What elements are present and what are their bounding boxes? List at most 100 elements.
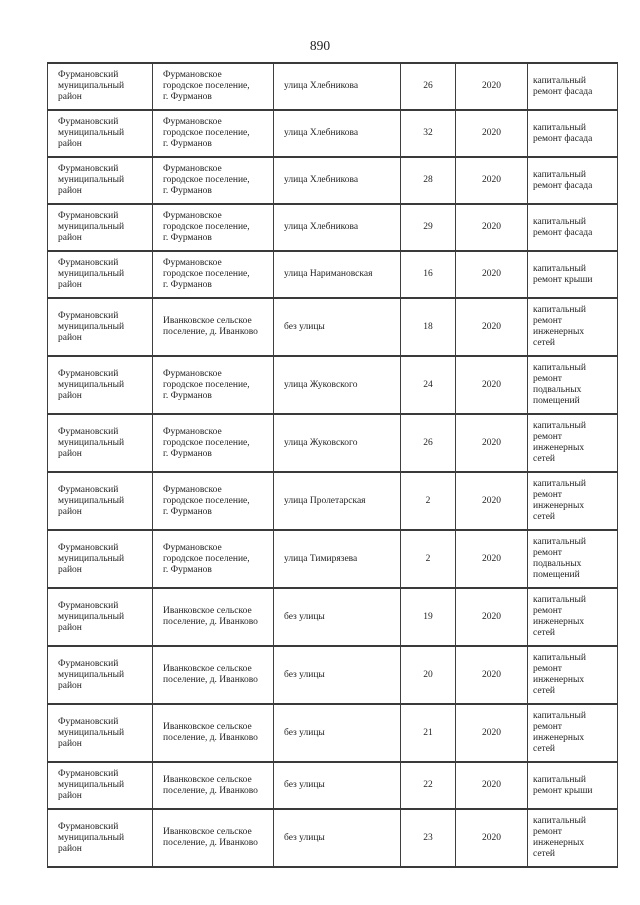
cell-house: 24 — [400, 355, 456, 415]
table-row: Фурмановский муниципальный район Фурманов… — [47, 471, 618, 531]
cell-year: 2020 — [455, 703, 528, 763]
table-row: Фурмановский муниципальный район Иванковс… — [47, 645, 618, 705]
cell-year: 2020 — [455, 297, 528, 357]
cell-street: улица Пролетарская — [273, 471, 401, 531]
table-row: Фурмановский муниципальный район Иванковс… — [47, 587, 618, 647]
cell-street: улица Тимирязева — [273, 529, 401, 589]
cell-street: без улицы — [273, 808, 401, 868]
cell-district: Фурмановский муниципальный район — [47, 203, 153, 252]
cell-house: 2 — [400, 471, 456, 531]
cell-house: 26 — [400, 62, 456, 111]
cell-work: капитальный ремонт инженерных сетей — [527, 297, 618, 357]
cell-work: капитальный ремонт крыши — [527, 761, 618, 810]
cell-work: капитальный ремонт инженерных сетей — [527, 808, 618, 868]
cell-house: 20 — [400, 645, 456, 705]
cell-settlement: Фурмановское городское поселение, г. Фур… — [152, 529, 274, 589]
repairs-table-body: Фурмановский муниципальный район Фурманов… — [47, 62, 618, 868]
cell-district: Фурмановский муниципальный район — [47, 109, 153, 158]
cell-street: улица Хлебникова — [273, 156, 401, 205]
cell-year: 2020 — [455, 587, 528, 647]
table-row: Фурмановский муниципальный район Фурманов… — [47, 62, 618, 111]
table-row: Фурмановский муниципальный район Иванковс… — [47, 761, 618, 810]
cell-settlement: Фурмановское городское поселение, г. Фур… — [152, 156, 274, 205]
cell-settlement: Иванковское сельское поселение, д. Иванк… — [152, 297, 274, 357]
cell-year: 2020 — [455, 808, 528, 868]
cell-year: 2020 — [455, 413, 528, 473]
cell-year: 2020 — [455, 203, 528, 252]
cell-settlement: Иванковское сельское поселение, д. Иванк… — [152, 703, 274, 763]
cell-street: без улицы — [273, 703, 401, 763]
cell-work: капитальный ремонт фасада — [527, 156, 618, 205]
cell-work: капитальный ремонт инженерных сетей — [527, 587, 618, 647]
cell-settlement: Фурмановское городское поселение, г. Фур… — [152, 413, 274, 473]
cell-district: Фурмановский муниципальный район — [47, 250, 153, 299]
cell-house: 28 — [400, 156, 456, 205]
cell-district: Фурмановский муниципальный район — [47, 297, 153, 357]
cell-year: 2020 — [455, 62, 528, 111]
cell-district: Фурмановский муниципальный район — [47, 703, 153, 763]
cell-street: улица Жуковского — [273, 413, 401, 473]
table-row: Фурмановский муниципальный район Иванковс… — [47, 808, 618, 868]
cell-house: 26 — [400, 413, 456, 473]
cell-street: улица Наримановская — [273, 250, 401, 299]
cell-house: 32 — [400, 109, 456, 158]
cell-settlement: Иванковское сельское поселение, д. Иванк… — [152, 587, 274, 647]
table-row: Фурмановский муниципальный район Иванковс… — [47, 703, 618, 763]
page-number: 890 — [309, 38, 331, 53]
cell-year: 2020 — [455, 645, 528, 705]
cell-district: Фурмановский муниципальный район — [47, 471, 153, 531]
table-row: Фурмановский муниципальный район Фурманов… — [47, 250, 618, 299]
cell-settlement: Иванковское сельское поселение, д. Иванк… — [152, 808, 274, 868]
cell-street: без улицы — [273, 297, 401, 357]
cell-district: Фурмановский муниципальный район — [47, 587, 153, 647]
cell-work: капитальный ремонт инженерных сетей — [527, 645, 618, 705]
cell-district: Фурмановский муниципальный район — [47, 156, 153, 205]
cell-settlement: Фурмановское городское поселение, г. Фур… — [152, 471, 274, 531]
cell-settlement: Иванковское сельское поселение, д. Иванк… — [152, 761, 274, 810]
table-row: Фурмановский муниципальный район Фурманов… — [47, 156, 618, 205]
cell-work: капитальный ремонт инженерных сетей — [527, 471, 618, 531]
cell-work: капитальный ремонт крыши — [527, 250, 618, 299]
cell-year: 2020 — [455, 529, 528, 589]
cell-settlement: Фурмановское городское поселение, г. Фур… — [152, 109, 274, 158]
cell-house: 18 — [400, 297, 456, 357]
table-row: Фурмановский муниципальный район Фурманов… — [47, 203, 618, 252]
cell-settlement: Фурмановское городское поселение, г. Фур… — [152, 355, 274, 415]
cell-street: улица Хлебникова — [273, 62, 401, 111]
cell-street: улица Хлебникова — [273, 109, 401, 158]
cell-district: Фурмановский муниципальный район — [47, 808, 153, 868]
cell-house: 22 — [400, 761, 456, 810]
cell-year: 2020 — [455, 109, 528, 158]
cell-house: 16 — [400, 250, 456, 299]
cell-district: Фурмановский муниципальный район — [47, 355, 153, 415]
table-row: Фурмановский муниципальный район Фурманов… — [47, 355, 618, 415]
cell-year: 2020 — [455, 355, 528, 415]
cell-house: 23 — [400, 808, 456, 868]
cell-street: улица Хлебникова — [273, 203, 401, 252]
cell-work: капитальный ремонт подвальных помещений — [527, 355, 618, 415]
table-row: Фурмановский муниципальный район Фурманов… — [47, 109, 618, 158]
cell-street: без улицы — [273, 761, 401, 810]
cell-street: без улицы — [273, 645, 401, 705]
cell-house: 29 — [400, 203, 456, 252]
cell-district: Фурмановский муниципальный район — [47, 761, 153, 810]
cell-house: 21 — [400, 703, 456, 763]
cell-work: капитальный ремонт инженерных сетей — [527, 703, 618, 763]
cell-work: капитальный ремонт фасада — [527, 109, 618, 158]
table-row: Фурмановский муниципальный район Фурманов… — [47, 529, 618, 589]
cell-district: Фурмановский муниципальный район — [47, 645, 153, 705]
cell-year: 2020 — [455, 471, 528, 531]
cell-work: капитальный ремонт фасада — [527, 203, 618, 252]
cell-year: 2020 — [455, 250, 528, 299]
cell-house: 2 — [400, 529, 456, 589]
table-row: Фурмановский муниципальный район Иванковс… — [47, 297, 618, 357]
cell-year: 2020 — [455, 156, 528, 205]
table-row: Фурмановский муниципальный район Фурманов… — [47, 413, 618, 473]
cell-work: капитальный ремонт инженерных сетей — [527, 413, 618, 473]
cell-settlement: Иванковское сельское поселение, д. Иванк… — [152, 645, 274, 705]
cell-district: Фурмановский муниципальный район — [47, 413, 153, 473]
cell-street: без улицы — [273, 587, 401, 647]
cell-district: Фурмановский муниципальный район — [47, 62, 153, 111]
cell-settlement: Фурмановское городское поселение, г. Фур… — [152, 203, 274, 252]
